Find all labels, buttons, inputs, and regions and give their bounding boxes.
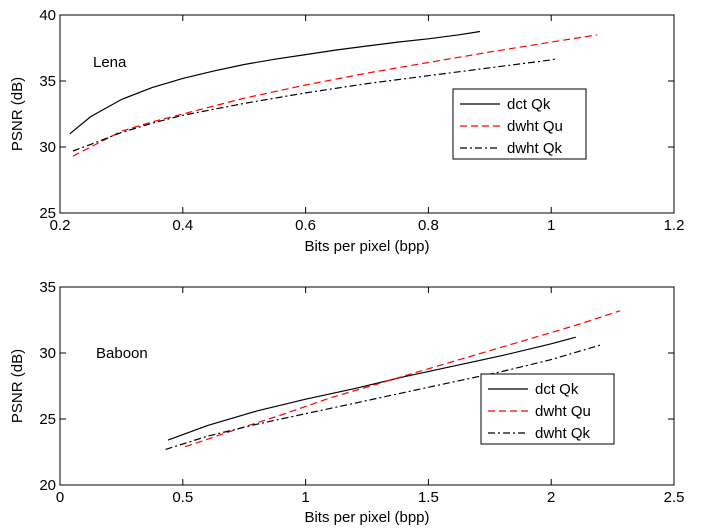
- baboon-ticks: 0 0.5 1 1.5 2 2.5 20 25 30 35: [39, 279, 684, 506]
- baboon-x-axis-label: Bits per pixel (bpp): [304, 509, 429, 526]
- lena-x-axis-label: Bits per pixel (bpp): [304, 238, 429, 255]
- baboon-x-tick-label: 0.5: [172, 489, 193, 506]
- baboon-legend-label-dwht-qu: dwht Qu: [535, 403, 591, 420]
- lena-y-tick-label: 25: [39, 205, 56, 222]
- baboon-legend-label-dwht-qk: dwht Qk: [535, 425, 591, 442]
- baboon-y-tick-label: 35: [39, 279, 56, 296]
- lena-y-axis-label: PSNR (dB): [9, 77, 26, 151]
- lena-legend-label-dct-qk: dct Qk: [507, 96, 551, 113]
- baboon-legend-label-dct-qk: dct Qk: [535, 381, 579, 398]
- lena-legend-label-dwht-qk: dwht Qk: [507, 140, 563, 157]
- lena-y-tick-label: 40: [39, 7, 56, 24]
- baboon-y-tick-label: 20: [39, 477, 56, 494]
- lena-plot-frame: [59, 14, 675, 214]
- lena-chart: 0.2 0.4 0.6 0.8 1 1.2 25 30 35 40 Lena Bits per p…: [9, 7, 684, 255]
- baboon-chart: 0 0.5 1 1.5 2 2.5 20 25 30 35 Baboon Bits per pix…: [9, 279, 684, 526]
- lena-series-dwht-qk: [72, 58, 558, 152]
- lena-series: [69, 30, 598, 157]
- baboon-x-tick-label: 0: [56, 489, 64, 506]
- lena-ticks: 0.2 0.4 0.6 0.8 1 1.2 25 30 35 40: [39, 7, 684, 234]
- baboon-x-tick-label: 2.5: [664, 489, 685, 506]
- baboon-x-tick-label: 2: [547, 489, 555, 506]
- baboon-series-dwht-qk: [165, 344, 601, 450]
- baboon-x-tick-label: 1: [301, 489, 309, 506]
- baboon-y-axis-label: PSNR (dB): [9, 349, 26, 423]
- lena-x-tick-label: 0.6: [295, 217, 316, 234]
- lena-series-dwht-qu: [72, 34, 598, 157]
- lena-series-dct-qk: [69, 30, 481, 135]
- baboon-series-dct-qk: [167, 336, 576, 441]
- lena-x-tick-label: 1: [547, 217, 555, 234]
- lena-y-tick-label: 35: [39, 73, 56, 90]
- baboon-series: [165, 310, 621, 450]
- lena-legend: dct Qk dwht Qu dwht Qk: [452, 88, 587, 160]
- baboon-legend: dct Qk dwht Qu dwht Qk: [480, 373, 615, 445]
- baboon-legend-box: [480, 373, 615, 445]
- lena-x-tick-label: 0.4: [172, 217, 193, 234]
- lena-x-tick-label: 1.2: [664, 217, 685, 234]
- baboon-x-tick-label: 1.5: [418, 489, 439, 506]
- baboon-y-tick-label: 30: [39, 345, 56, 362]
- lena-legend-box: [452, 88, 587, 160]
- lena-x-tick-label: 0.8: [418, 217, 439, 234]
- baboon-y-tick-label: 25: [39, 411, 56, 428]
- baboon-annotation: Baboon: [96, 345, 148, 362]
- lena-legend-label-dwht-qu: dwht Qu: [507, 118, 563, 135]
- baboon-plot-frame: [59, 286, 675, 486]
- lena-x-tick-label: 0.2: [50, 217, 71, 234]
- lena-y-tick-label: 30: [39, 139, 56, 156]
- lena-annotation: Lena: [93, 54, 127, 71]
